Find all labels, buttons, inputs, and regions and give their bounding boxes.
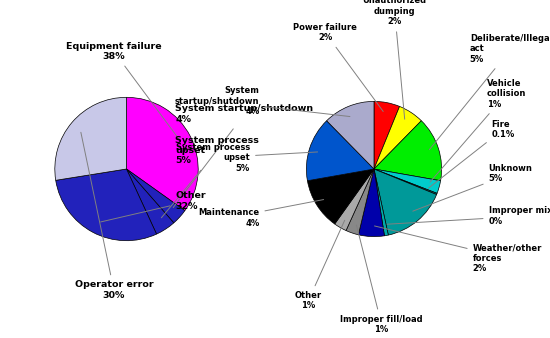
- Wedge shape: [126, 169, 185, 223]
- Wedge shape: [374, 169, 441, 193]
- Wedge shape: [307, 169, 374, 224]
- Text: System startup/shutdown
4%: System startup/shutdown 4%: [173, 104, 314, 208]
- Text: System process
upset
5%: System process upset 5%: [176, 143, 317, 173]
- Text: Fire
0.1%: Fire 0.1%: [428, 120, 515, 188]
- Wedge shape: [56, 169, 157, 241]
- Wedge shape: [306, 121, 374, 181]
- Text: Weather/other
forces
2%: Weather/other forces 2%: [375, 226, 542, 273]
- Wedge shape: [126, 97, 198, 211]
- Text: Other
32%: Other 32%: [101, 191, 206, 222]
- Wedge shape: [374, 101, 399, 169]
- Text: Maintenance
4%: Maintenance 4%: [199, 199, 323, 227]
- Wedge shape: [374, 169, 437, 195]
- Text: Operator error
30%: Operator error 30%: [75, 132, 153, 300]
- Text: Unauthorized
dumping
2%: Unauthorized dumping 2%: [362, 0, 427, 119]
- Wedge shape: [374, 169, 388, 236]
- Wedge shape: [346, 169, 374, 235]
- Wedge shape: [55, 97, 126, 180]
- Wedge shape: [126, 169, 174, 234]
- Text: Equipment failure
38%: Equipment failure 38%: [66, 42, 179, 139]
- Text: Unknown
5%: Unknown 5%: [413, 164, 532, 211]
- Wedge shape: [327, 101, 374, 169]
- Text: Improper fill/load
1%: Improper fill/load 1%: [340, 225, 423, 334]
- Text: Other
1%: Other 1%: [295, 220, 345, 311]
- Wedge shape: [335, 169, 374, 231]
- Text: Deliberate/Illegal
act
5%: Deliberate/Illegal act 5%: [430, 34, 550, 150]
- Text: System
startup/shutdown
4%: System startup/shutdown 4%: [175, 87, 350, 117]
- Text: Power failure
2%: Power failure 2%: [293, 23, 383, 112]
- Text: Improper mixing
0%: Improper mixing 0%: [387, 206, 550, 226]
- Text: System process
upset
5%: System process upset 5%: [161, 136, 259, 218]
- Wedge shape: [374, 106, 421, 169]
- Wedge shape: [359, 169, 384, 237]
- Wedge shape: [374, 121, 442, 181]
- Text: Vehicle
collision
1%: Vehicle collision 1%: [430, 79, 526, 182]
- Wedge shape: [374, 169, 437, 235]
